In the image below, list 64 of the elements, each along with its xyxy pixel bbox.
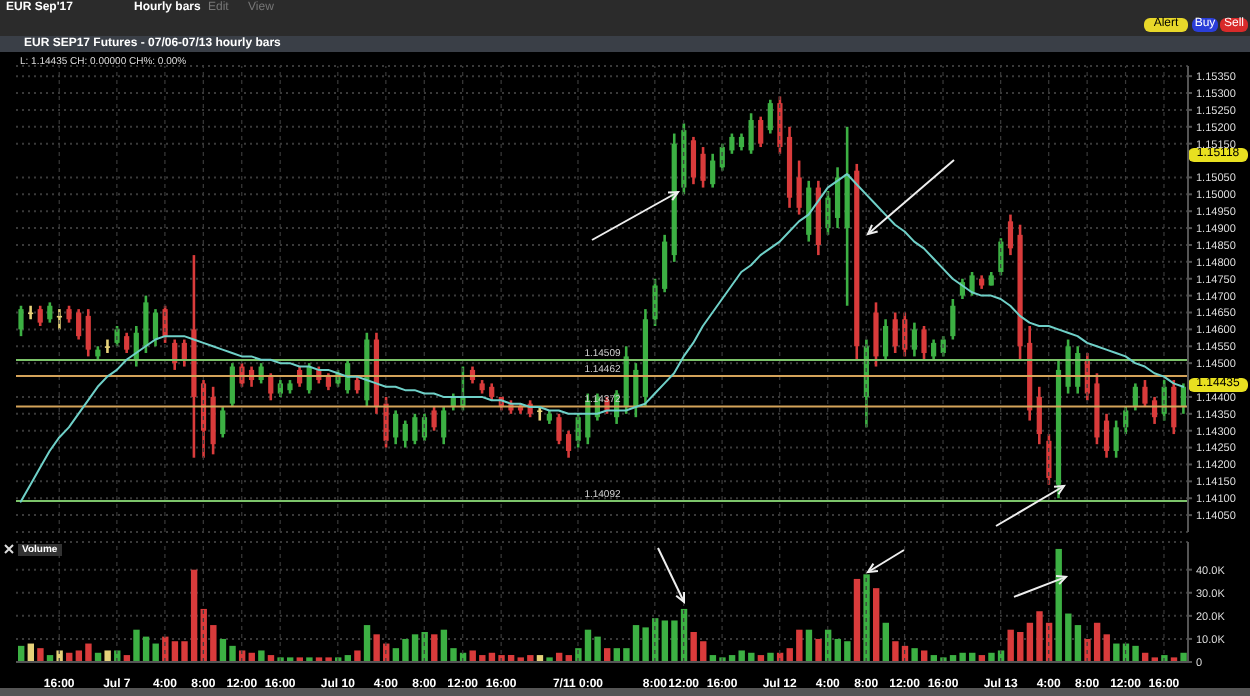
candlestick <box>441 405 447 446</box>
bar <box>815 638 822 662</box>
bar <box>1103 634 1110 662</box>
candlestick <box>1113 419 1119 460</box>
candlestick <box>210 385 216 456</box>
candlestick <box>873 301 879 368</box>
candlestick <box>431 405 437 432</box>
bar <box>37 648 44 662</box>
bar <box>1180 652 1187 662</box>
candlestick <box>950 297 956 341</box>
candlestick <box>85 307 91 358</box>
candlestick <box>892 311 898 355</box>
bar <box>354 650 361 662</box>
candlestick <box>700 145 706 189</box>
candlestick <box>104 338 111 355</box>
candlestick <box>1142 378 1148 409</box>
candlestick <box>748 111 754 156</box>
candlestick <box>556 412 562 446</box>
candlestick <box>181 338 187 368</box>
candlestick <box>758 115 764 149</box>
candlestick <box>931 338 937 362</box>
candlestick <box>152 307 159 348</box>
candlestick <box>18 304 24 338</box>
candlestick <box>402 419 408 449</box>
candlestick <box>229 361 235 409</box>
candlestick <box>662 233 668 294</box>
bar <box>431 634 438 662</box>
candlestick <box>268 371 274 402</box>
candlestick <box>911 321 918 358</box>
candlestick <box>565 429 572 460</box>
bar <box>911 648 918 662</box>
bar <box>56 650 63 662</box>
candlestick <box>969 270 975 297</box>
candlestick <box>537 405 543 422</box>
candlestick <box>921 324 927 362</box>
bar <box>853 578 861 662</box>
candlestick <box>76 307 82 341</box>
candlestick <box>1171 378 1177 436</box>
candlestick <box>393 409 399 446</box>
candlestick <box>729 132 735 156</box>
bar <box>767 652 774 662</box>
bar <box>805 629 813 662</box>
line-series <box>19 173 1185 503</box>
candlestick <box>1103 412 1110 460</box>
candlestick <box>220 405 226 439</box>
bar <box>882 622 889 662</box>
candlestick <box>882 317 889 362</box>
candlestick <box>412 412 418 446</box>
candlestick <box>143 294 149 355</box>
candlestick <box>710 152 716 189</box>
candlestick <box>124 331 130 355</box>
bar <box>104 650 111 662</box>
bar <box>258 650 265 662</box>
candlestick <box>1007 213 1014 257</box>
candlestick <box>767 98 773 135</box>
bar <box>863 574 870 662</box>
candlestick <box>796 159 802 216</box>
bar <box>872 588 880 662</box>
bar <box>363 625 371 662</box>
candlestick <box>37 304 43 328</box>
candlestick <box>690 135 697 186</box>
candlestick <box>47 301 53 324</box>
candlestick <box>834 166 841 230</box>
candlestick <box>1036 385 1042 446</box>
